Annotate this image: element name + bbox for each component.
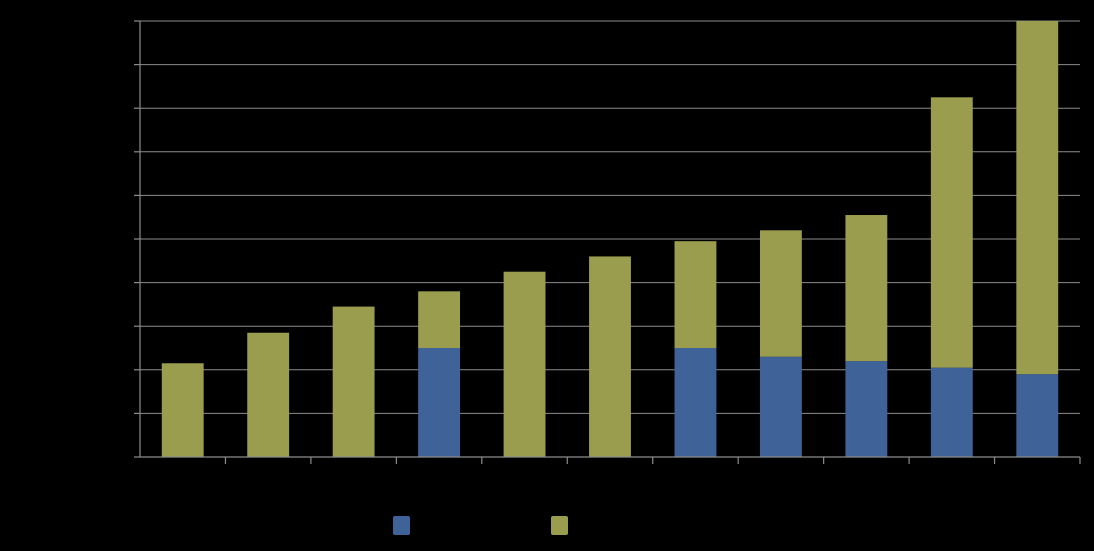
bar-series-1-cat-7 [674, 348, 717, 457]
bar-series-1-cat-11 [1016, 374, 1059, 457]
bar-series-2-cat-7 [674, 241, 717, 348]
bar-series-2-cat-10 [930, 97, 973, 368]
bar-series-1-cat-8 [759, 356, 802, 457]
bar-series-2-cat-2 [247, 332, 290, 457]
bar-series-2-cat-4 [418, 291, 461, 348]
bar-series-1-cat-4 [418, 348, 461, 457]
legend-swatch-1 [393, 516, 410, 535]
axes [134, 20, 1081, 464]
bar-series-2-cat-9 [845, 215, 888, 362]
bar-series-2-cat-1 [161, 363, 204, 457]
gridlines [140, 20, 1080, 414]
legend-swatch-2 [551, 516, 568, 535]
bar-series-2-cat-5 [503, 271, 546, 457]
bar-series-1-cat-9 [845, 361, 888, 457]
legend [393, 516, 568, 535]
bar-series-2-cat-11 [1016, 21, 1059, 375]
bar-series-2-cat-8 [759, 230, 802, 357]
bars [161, 21, 1059, 457]
bar-series-2-cat-6 [589, 256, 631, 457]
bar-series-2-cat-3 [332, 306, 375, 457]
bar-series-1-cat-10 [930, 367, 973, 457]
